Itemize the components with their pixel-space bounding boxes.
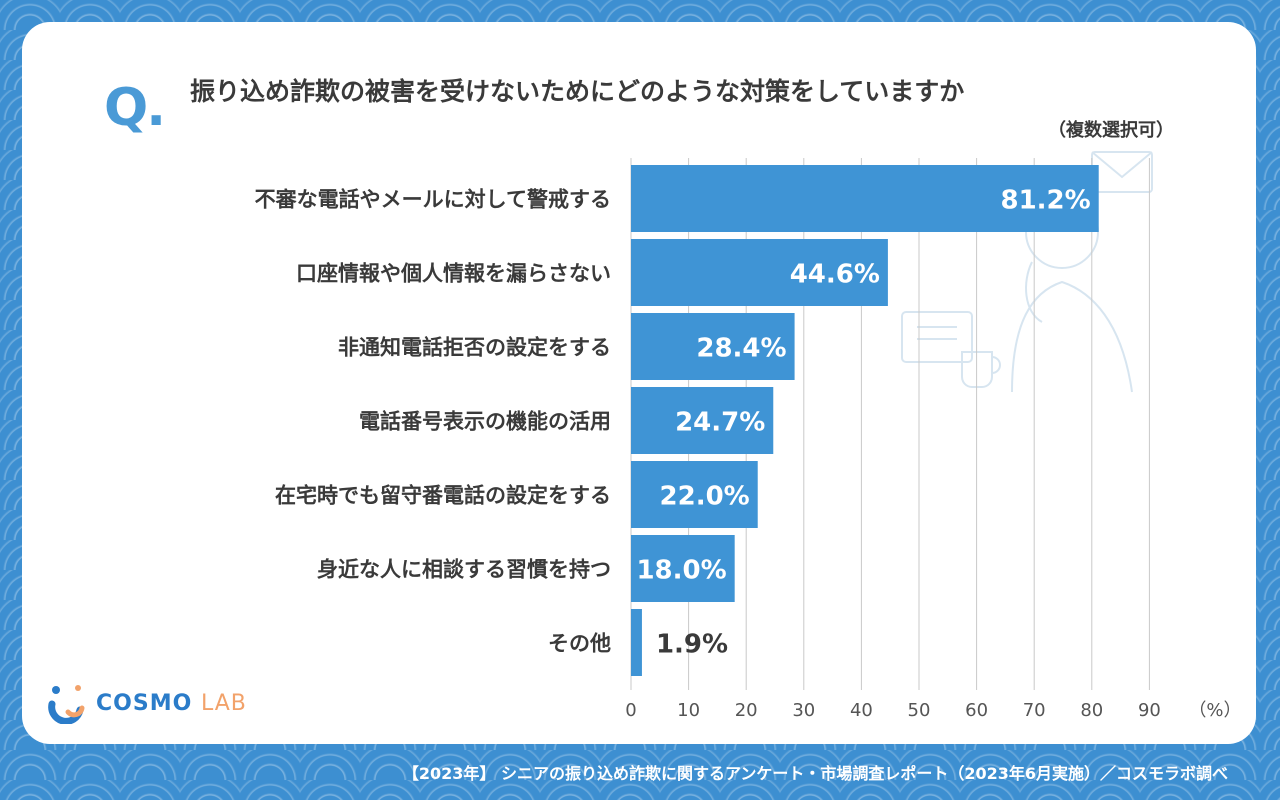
x-tick-label: 70 bbox=[1023, 700, 1046, 721]
value-label: 44.6% bbox=[790, 260, 880, 290]
x-tick-label: 0 bbox=[625, 700, 636, 721]
logo-main-text: COSMO bbox=[96, 690, 193, 716]
question-mark: Q. bbox=[104, 78, 166, 138]
value-label: 28.4% bbox=[696, 334, 786, 364]
value-label: 81.2% bbox=[1001, 186, 1091, 216]
value-label: 22.0% bbox=[660, 482, 750, 512]
bar bbox=[631, 313, 795, 380]
category-label: 在宅時でも留守番電話の設定をする bbox=[275, 484, 611, 508]
category-label: 非通知電話拒否の設定をする bbox=[338, 336, 611, 360]
value-label: 24.7% bbox=[675, 408, 765, 438]
x-tick-label: 60 bbox=[965, 700, 988, 721]
x-tick-label: 80 bbox=[1080, 700, 1103, 721]
cosmo-lab-logo: COSMO LAB bbox=[46, 682, 247, 724]
chart-subtitle: （複数選択可） bbox=[1048, 120, 1174, 141]
chart-title: 振り込め詐欺の被害を受けないためにどのような対策をしていますか bbox=[190, 77, 965, 106]
bar bbox=[631, 609, 642, 676]
value-label: 18.0% bbox=[636, 556, 726, 586]
value-label: 1.9% bbox=[656, 630, 728, 660]
bar bbox=[631, 535, 735, 602]
category-label: 電話番号表示の機能の活用 bbox=[359, 410, 611, 434]
bar bbox=[631, 165, 1099, 232]
x-axis-unit: （%） bbox=[1188, 700, 1241, 721]
logo-accent-text: LAB bbox=[200, 690, 247, 716]
bar bbox=[631, 387, 774, 454]
x-tick-label: 90 bbox=[1138, 700, 1161, 721]
x-tick-label: 10 bbox=[677, 700, 700, 721]
bar bbox=[631, 461, 758, 528]
x-tick-label: 50 bbox=[908, 700, 931, 721]
bar bbox=[631, 239, 888, 306]
source-footer: 【2023年】 シニアの振り込め詐欺に関するアンケート・市場調査レポート（202… bbox=[402, 764, 1228, 783]
x-tick-label: 20 bbox=[735, 700, 758, 721]
category-label: 不審な電話やメールに対して警戒する bbox=[255, 188, 611, 212]
x-tick-label: 40 bbox=[850, 700, 873, 721]
category-label: 口座情報や個人情報を漏らさない bbox=[296, 262, 611, 286]
category-label: 身近な人に相談する習慣を持つ bbox=[317, 558, 611, 582]
x-tick-label: 30 bbox=[792, 700, 815, 721]
cosmo-lab-logo-icon bbox=[48, 685, 85, 724]
category-label: その他 bbox=[548, 632, 611, 656]
